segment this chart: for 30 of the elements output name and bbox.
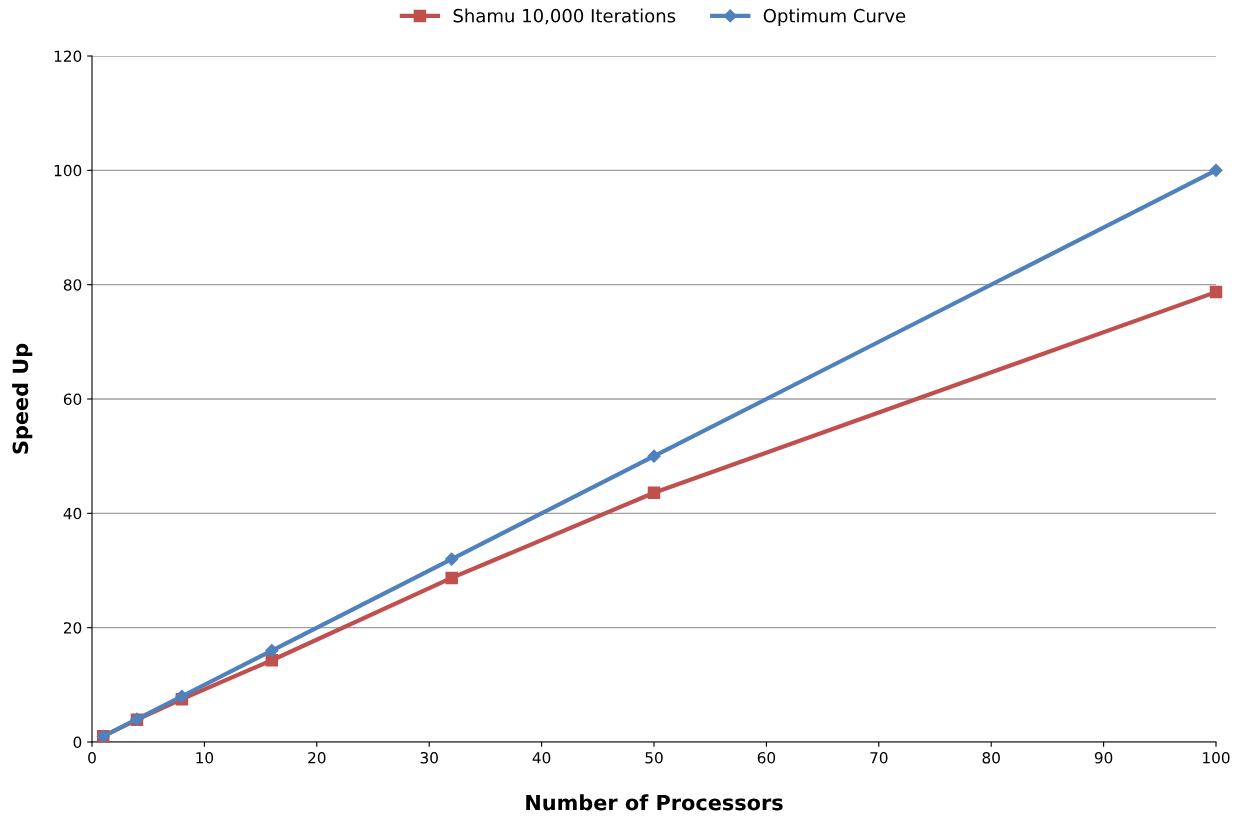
x-tick-label: 50 — [645, 751, 663, 764]
x-tick-label: 40 — [532, 751, 551, 764]
x-tick-label: 10 — [196, 751, 214, 764]
y-tick-label: 120 — [54, 50, 82, 63]
y-tick-label: 80 — [63, 279, 82, 291]
x-tick-label: 60 — [757, 751, 776, 764]
y-tick-label: 20 — [63, 622, 82, 634]
y-tick-label: 60 — [63, 393, 82, 406]
point — [445, 571, 458, 585]
y-tick-label: 100 — [54, 164, 82, 177]
x-tick-label: 100 — [1203, 751, 1230, 764]
point — [647, 486, 661, 500]
point — [265, 643, 279, 658]
y-axis-title: Speed Up — [12, 343, 33, 454]
x-tick-label: 20 — [308, 751, 326, 764]
x-tick-label: 70 — [870, 751, 888, 764]
x-axis-title: Number of Processors — [526, 794, 783, 811]
point — [1209, 285, 1223, 299]
legend-label: Optimum Curve — [763, 8, 906, 27]
x-tick-label: 30 — [420, 751, 438, 764]
point — [265, 654, 279, 667]
y-tick-label: 40 — [63, 507, 82, 520]
x-tick-label: 0 — [88, 751, 96, 764]
point — [1209, 163, 1223, 177]
y-tick-label: 0 — [73, 736, 82, 749]
x-tick-label: 90 — [1094, 751, 1113, 764]
point — [647, 449, 661, 463]
x-tick-label: 80 — [982, 751, 1000, 764]
legend-label: Shamu 10,000 Iterations — [453, 8, 676, 25]
point — [445, 552, 459, 566]
